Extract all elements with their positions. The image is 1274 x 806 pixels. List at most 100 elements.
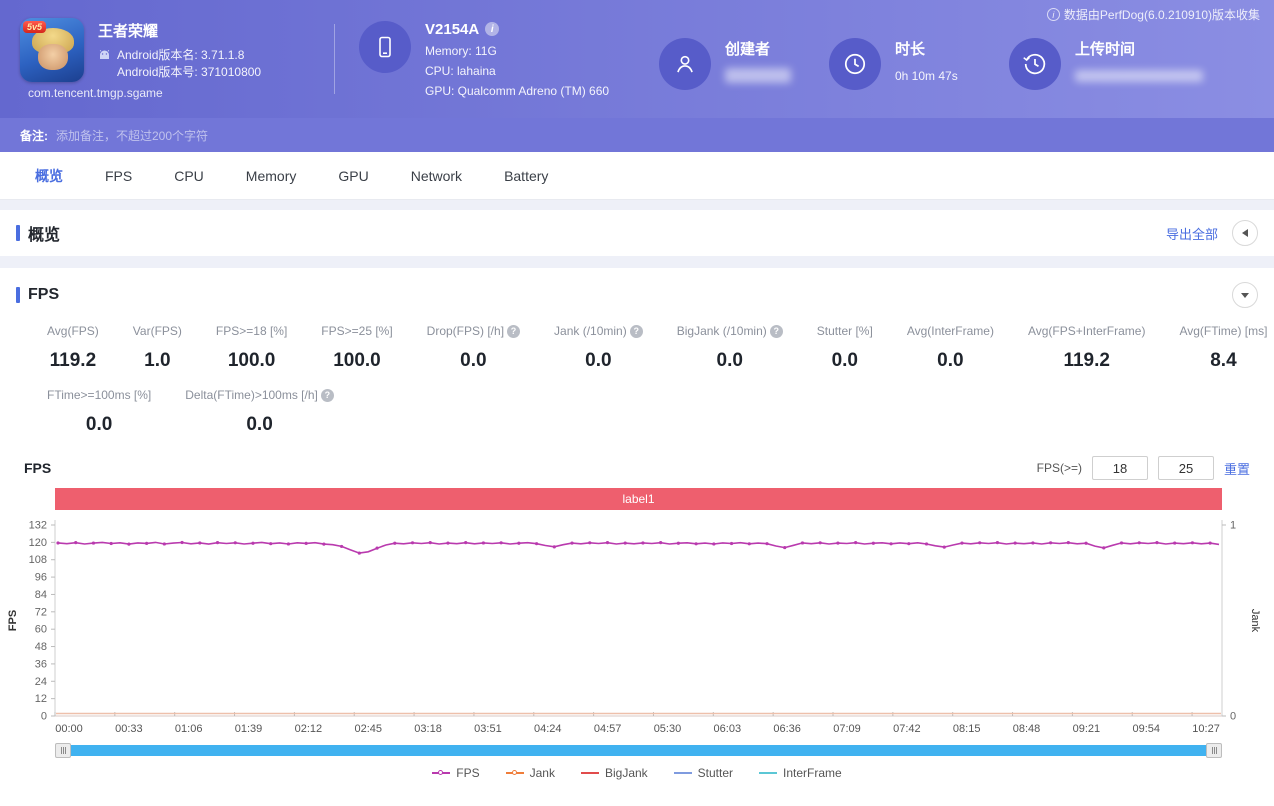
tab-FPS[interactable]: FPS: [105, 167, 133, 184]
tab-Memory[interactable]: Memory: [245, 167, 297, 184]
tab-GPU[interactable]: GPU: [338, 167, 369, 184]
android-version-code: Android版本号: 371010800: [117, 65, 262, 79]
metrics-row-2: FTime>=100ms [%] 0.0 Delta(FTime)>100ms [/…: [0, 388, 1274, 436]
history-clock-icon: [1009, 38, 1061, 90]
svg-text:108: 108: [29, 554, 47, 566]
app-title: 王者荣耀: [98, 23, 159, 40]
metric-Avg(FTime) [ms]: Avg(FTime) [ms] 8.4: [1179, 324, 1268, 371]
upload-label: 上传时间: [1075, 41, 1136, 58]
help-icon[interactable]: ?: [320, 388, 334, 402]
metric-Avg(FPS+InterFrame): Avg(FPS+InterFrame) 119.2: [1027, 324, 1146, 371]
metric-Jank (/10min): Jank (/10min)? 0.0: [537, 324, 660, 372]
remark-label: 备注:: [20, 128, 48, 143]
upload-block: 上传时间: [1009, 38, 1239, 90]
section-accent-bar: [16, 287, 20, 303]
metric-FPS>=25 [%]: FPS>=25 [%] 100.0: [321, 324, 393, 371]
triangle-left-icon: [1242, 229, 1248, 237]
svg-text:07:42: 07:42: [893, 723, 921, 734]
phone-icon: [359, 20, 411, 73]
device-cpu: CPU: lahaina: [425, 63, 496, 78]
app-block: 5v5 王者荣耀 Android版本名: 3.71.1.8 Android版本号…: [20, 18, 330, 100]
metric-Avg(FPS): Avg(FPS) 119.2: [47, 324, 99, 371]
scrollbar-handle-left[interactable]: [55, 743, 71, 758]
collapse-left-button[interactable]: [1232, 220, 1258, 246]
svg-text:00:00: 00:00: [55, 723, 83, 734]
tab-Battery[interactable]: Battery: [504, 167, 549, 184]
chart-range-scrollbar: [55, 743, 1222, 759]
source-note: i 数据由PerfDog(6.0.210910)版本收集: [1046, 6, 1260, 23]
fps-threshold-input-1[interactable]: [1091, 456, 1148, 480]
svg-text:72: 72: [35, 606, 47, 618]
legend-item-Stutter[interactable]: Stutter: [673, 766, 733, 780]
scrollbar-handle-right[interactable]: [1206, 743, 1222, 758]
svg-text:label1: label1: [622, 492, 654, 506]
legend-item-FPS[interactable]: FPS: [432, 766, 480, 780]
metric-FPS>=18 [%]: FPS>=18 [%] 100.0: [215, 324, 288, 371]
tab-CPU[interactable]: CPU: [174, 167, 204, 184]
device-gpu: GPU: Qualcomm Adreno (TM) 660: [425, 83, 610, 98]
svg-text:01:39: 01:39: [235, 723, 263, 734]
fps-threshold-input-2[interactable]: [1157, 456, 1214, 480]
chart-title: FPS: [24, 460, 52, 476]
overview-section-bar: 概览 导出全部: [0, 210, 1274, 256]
creator-value-redacted: [725, 68, 791, 83]
info-outline-icon: i: [1046, 8, 1060, 21]
remark-bar[interactable]: 备注: 添加备注，不超过200个字符: [0, 118, 1274, 152]
overview-title: 概览: [28, 227, 61, 244]
game-app-icon: 5v5: [20, 18, 84, 82]
legend-item-BigJank[interactable]: BigJank: [580, 766, 648, 780]
svg-text:03:18: 03:18: [414, 723, 442, 734]
svg-text:09:54: 09:54: [1132, 723, 1160, 734]
svg-text:06:36: 06:36: [773, 723, 801, 734]
svg-text:04:57: 04:57: [594, 723, 622, 734]
svg-text:36: 36: [35, 658, 47, 670]
tab-bar: 概览 FPS CPU Memory GPU Network Battery: [0, 152, 1274, 200]
collapse-down-button[interactable]: [1232, 282, 1258, 308]
tab-Network[interactable]: Network: [410, 167, 463, 184]
game-5v5-badge: 5v5: [23, 21, 47, 33]
svg-text:01:06: 01:06: [175, 723, 203, 734]
duration-value: 0h 10m 47s: [895, 69, 958, 83]
fps-section: FPS Avg(FPS) 119.2 Var(FPS) 1.0 FPS>=18 [%] 1…: [0, 268, 1274, 806]
export-all-link[interactable]: 导出全部: [1165, 226, 1218, 242]
duration-label: 时长: [895, 41, 926, 58]
legend-item-Jank[interactable]: Jank: [505, 766, 555, 780]
metric-Drop(FPS) [/h]: Drop(FPS) [/h]? 0.0: [410, 324, 537, 372]
duration-block: 时长 0h 10m 47s: [829, 38, 1009, 90]
svg-text:120: 120: [29, 537, 47, 549]
svg-text:02:45: 02:45: [354, 723, 382, 734]
svg-text:04:24: 04:24: [534, 723, 562, 734]
device-info-icon[interactable]: i: [485, 22, 500, 36]
metric-Stutter [%]: Stutter [%] 0.0: [816, 324, 873, 371]
svg-text:08:15: 08:15: [953, 723, 981, 734]
header-divider: [334, 24, 335, 94]
fps-chart: label1 132 120 108 96 84 72 60 48 36 24 12 0 1 0 00:00 0…: [0, 486, 1274, 739]
android-icon: [99, 50, 110, 59]
reset-link[interactable]: 重置: [1223, 461, 1250, 477]
metric-FTime>=100ms [%]: FTime>=100ms [%] 0.0: [47, 388, 152, 435]
help-icon[interactable]: ?: [507, 324, 521, 338]
section-accent-bar: [16, 225, 20, 241]
help-icon[interactable]: ?: [769, 324, 783, 338]
scrollbar-track[interactable]: [55, 745, 1222, 756]
triangle-down-icon: [1241, 292, 1249, 298]
help-icon[interactable]: ?: [629, 324, 643, 338]
clock-icon: [829, 38, 881, 90]
svg-text:FPS: FPS: [7, 610, 19, 631]
tab-概览[interactable]: 概览: [35, 167, 63, 184]
svg-text:Jank: Jank: [1249, 609, 1261, 633]
svg-text:12: 12: [35, 693, 47, 705]
fps-threshold-label: FPS(>=): [1036, 461, 1082, 475]
package-name: com.tencent.tmgp.sgame: [28, 86, 163, 100]
svg-text:0: 0: [1230, 711, 1236, 723]
upload-value-redacted: [1075, 70, 1203, 82]
legend-item-InterFrame[interactable]: InterFrame: [759, 766, 842, 780]
svg-text:09:21: 09:21: [1073, 723, 1101, 734]
svg-text:84: 84: [35, 589, 47, 601]
person-icon: [659, 38, 711, 90]
svg-text:08:48: 08:48: [1013, 723, 1041, 734]
metric-Var(FPS): Var(FPS) 1.0: [132, 324, 182, 371]
chart-legend: FPS Jank BigJank Stutter InterFrame: [0, 766, 1274, 780]
